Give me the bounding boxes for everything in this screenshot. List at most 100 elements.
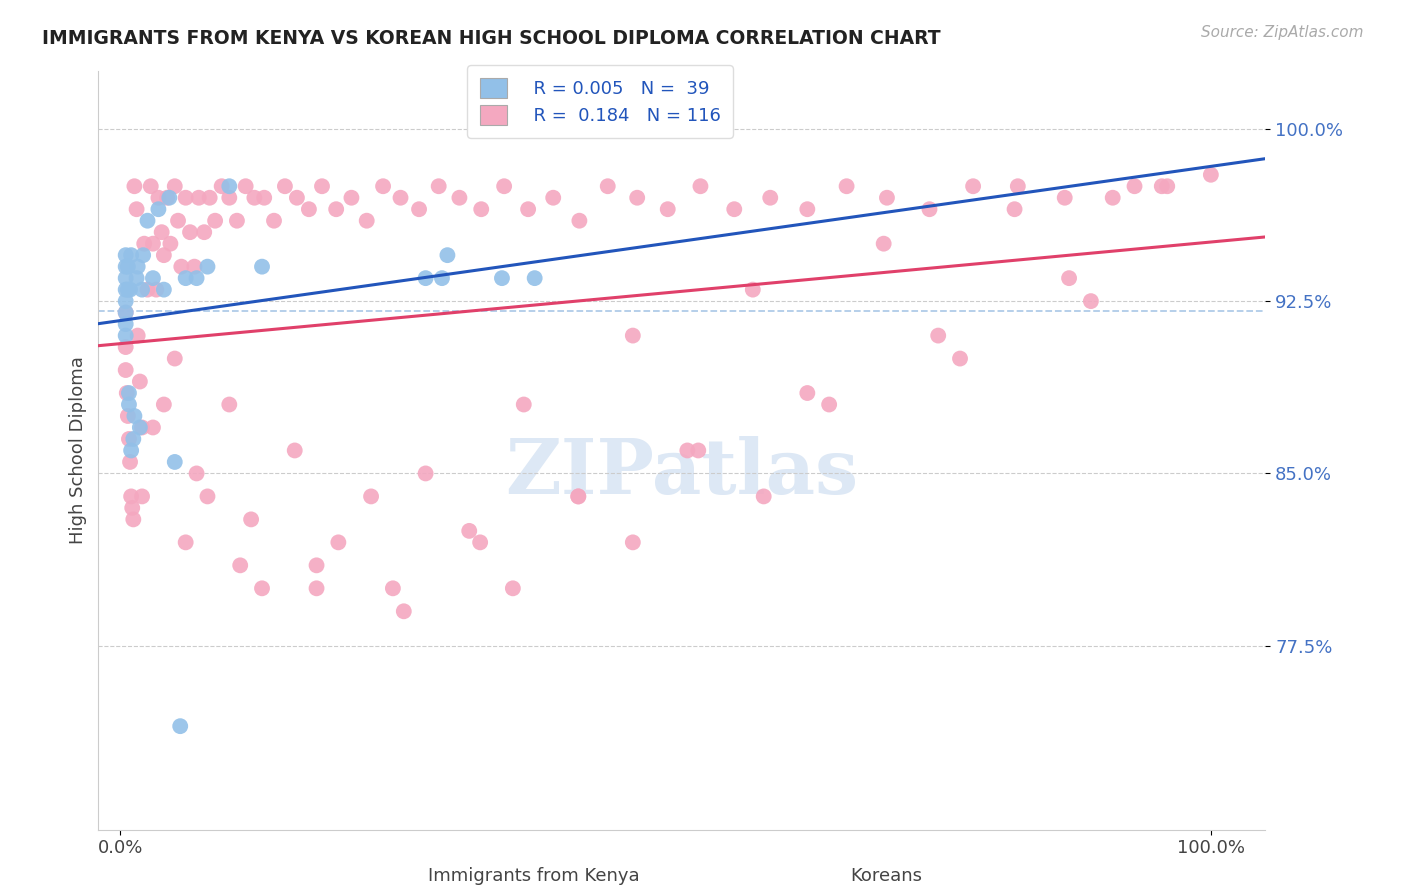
Text: IMMIGRANTS FROM KENYA VS KOREAN HIGH SCHOOL DIPLOMA CORRELATION CHART: IMMIGRANTS FROM KENYA VS KOREAN HIGH SCH…	[42, 29, 941, 47]
Point	[197, 260, 219, 274]
Point	[128, 420, 150, 434]
Point	[117, 409, 139, 423]
Point	[118, 386, 141, 401]
Point	[567, 490, 589, 504]
Point	[284, 443, 307, 458]
Point	[136, 283, 159, 297]
Point	[167, 213, 190, 227]
Point	[121, 500, 143, 515]
Point	[148, 202, 170, 217]
Point	[163, 455, 186, 469]
Point	[117, 260, 139, 274]
Point	[145, 283, 167, 297]
Point	[449, 191, 471, 205]
Point	[285, 191, 308, 205]
Point	[127, 328, 149, 343]
Point	[1123, 179, 1146, 194]
Point	[114, 305, 136, 319]
Point	[688, 443, 710, 458]
Point	[120, 248, 142, 262]
Point	[122, 512, 145, 526]
Point	[873, 236, 896, 251]
Point	[676, 443, 699, 458]
Point	[183, 260, 205, 274]
Point	[118, 283, 141, 297]
Point	[491, 271, 513, 285]
Point	[1053, 191, 1076, 205]
Point	[153, 283, 176, 297]
Point	[325, 202, 347, 217]
Point	[392, 604, 415, 618]
Point	[114, 328, 136, 343]
Point	[114, 305, 136, 319]
Point	[311, 179, 333, 194]
Point	[741, 283, 763, 297]
Point	[226, 213, 249, 227]
Point	[274, 179, 297, 194]
Point	[211, 179, 233, 194]
Point	[117, 283, 139, 297]
Point	[541, 191, 564, 205]
Point	[156, 191, 179, 205]
Point	[148, 191, 170, 205]
Point	[389, 191, 412, 205]
Point	[657, 202, 679, 217]
Point	[118, 432, 141, 446]
Point	[150, 225, 173, 239]
Point	[193, 225, 215, 239]
Point	[415, 467, 437, 481]
Point	[142, 271, 165, 285]
Point	[305, 558, 328, 573]
Point	[436, 248, 458, 262]
Point	[179, 225, 201, 239]
Point	[494, 179, 516, 194]
Point	[689, 179, 711, 194]
Point	[163, 351, 186, 366]
Point	[427, 179, 450, 194]
Point	[114, 363, 136, 377]
Point	[408, 202, 430, 217]
Point	[114, 340, 136, 354]
Point	[120, 490, 142, 504]
Point	[796, 386, 818, 401]
Text: ZIPatlas: ZIPatlas	[505, 436, 859, 510]
Point	[122, 432, 145, 446]
Point	[128, 375, 150, 389]
Point	[118, 455, 141, 469]
Point	[250, 582, 273, 596]
Point	[1156, 179, 1178, 194]
Point	[114, 248, 136, 262]
Point	[759, 191, 782, 205]
Point	[381, 582, 404, 596]
Point	[124, 179, 146, 194]
Point	[218, 179, 240, 194]
Point	[305, 582, 328, 596]
Point	[186, 467, 208, 481]
Point	[114, 260, 136, 274]
Point	[174, 535, 197, 549]
Point	[927, 328, 949, 343]
Point	[468, 535, 491, 549]
Point	[1057, 271, 1080, 285]
Point	[115, 386, 138, 401]
Legend:   R = 0.005   N =  39,   R =  0.184   N = 116: R = 0.005 N = 39, R = 0.184 N = 116	[467, 65, 733, 137]
Point	[356, 213, 378, 227]
Point	[114, 271, 136, 285]
Point	[876, 191, 898, 205]
Point	[298, 202, 321, 217]
Point	[125, 202, 148, 217]
Point	[235, 179, 257, 194]
Point	[153, 397, 176, 411]
Point	[229, 558, 252, 573]
Point	[197, 490, 219, 504]
Text: Koreans: Koreans	[849, 867, 922, 885]
Point	[796, 202, 818, 217]
Point	[918, 202, 941, 217]
Point	[240, 512, 263, 526]
Point	[204, 213, 226, 227]
Point	[568, 213, 591, 227]
Point	[120, 443, 142, 458]
Point	[1007, 179, 1029, 194]
Point	[1150, 179, 1173, 194]
Point	[415, 271, 437, 285]
